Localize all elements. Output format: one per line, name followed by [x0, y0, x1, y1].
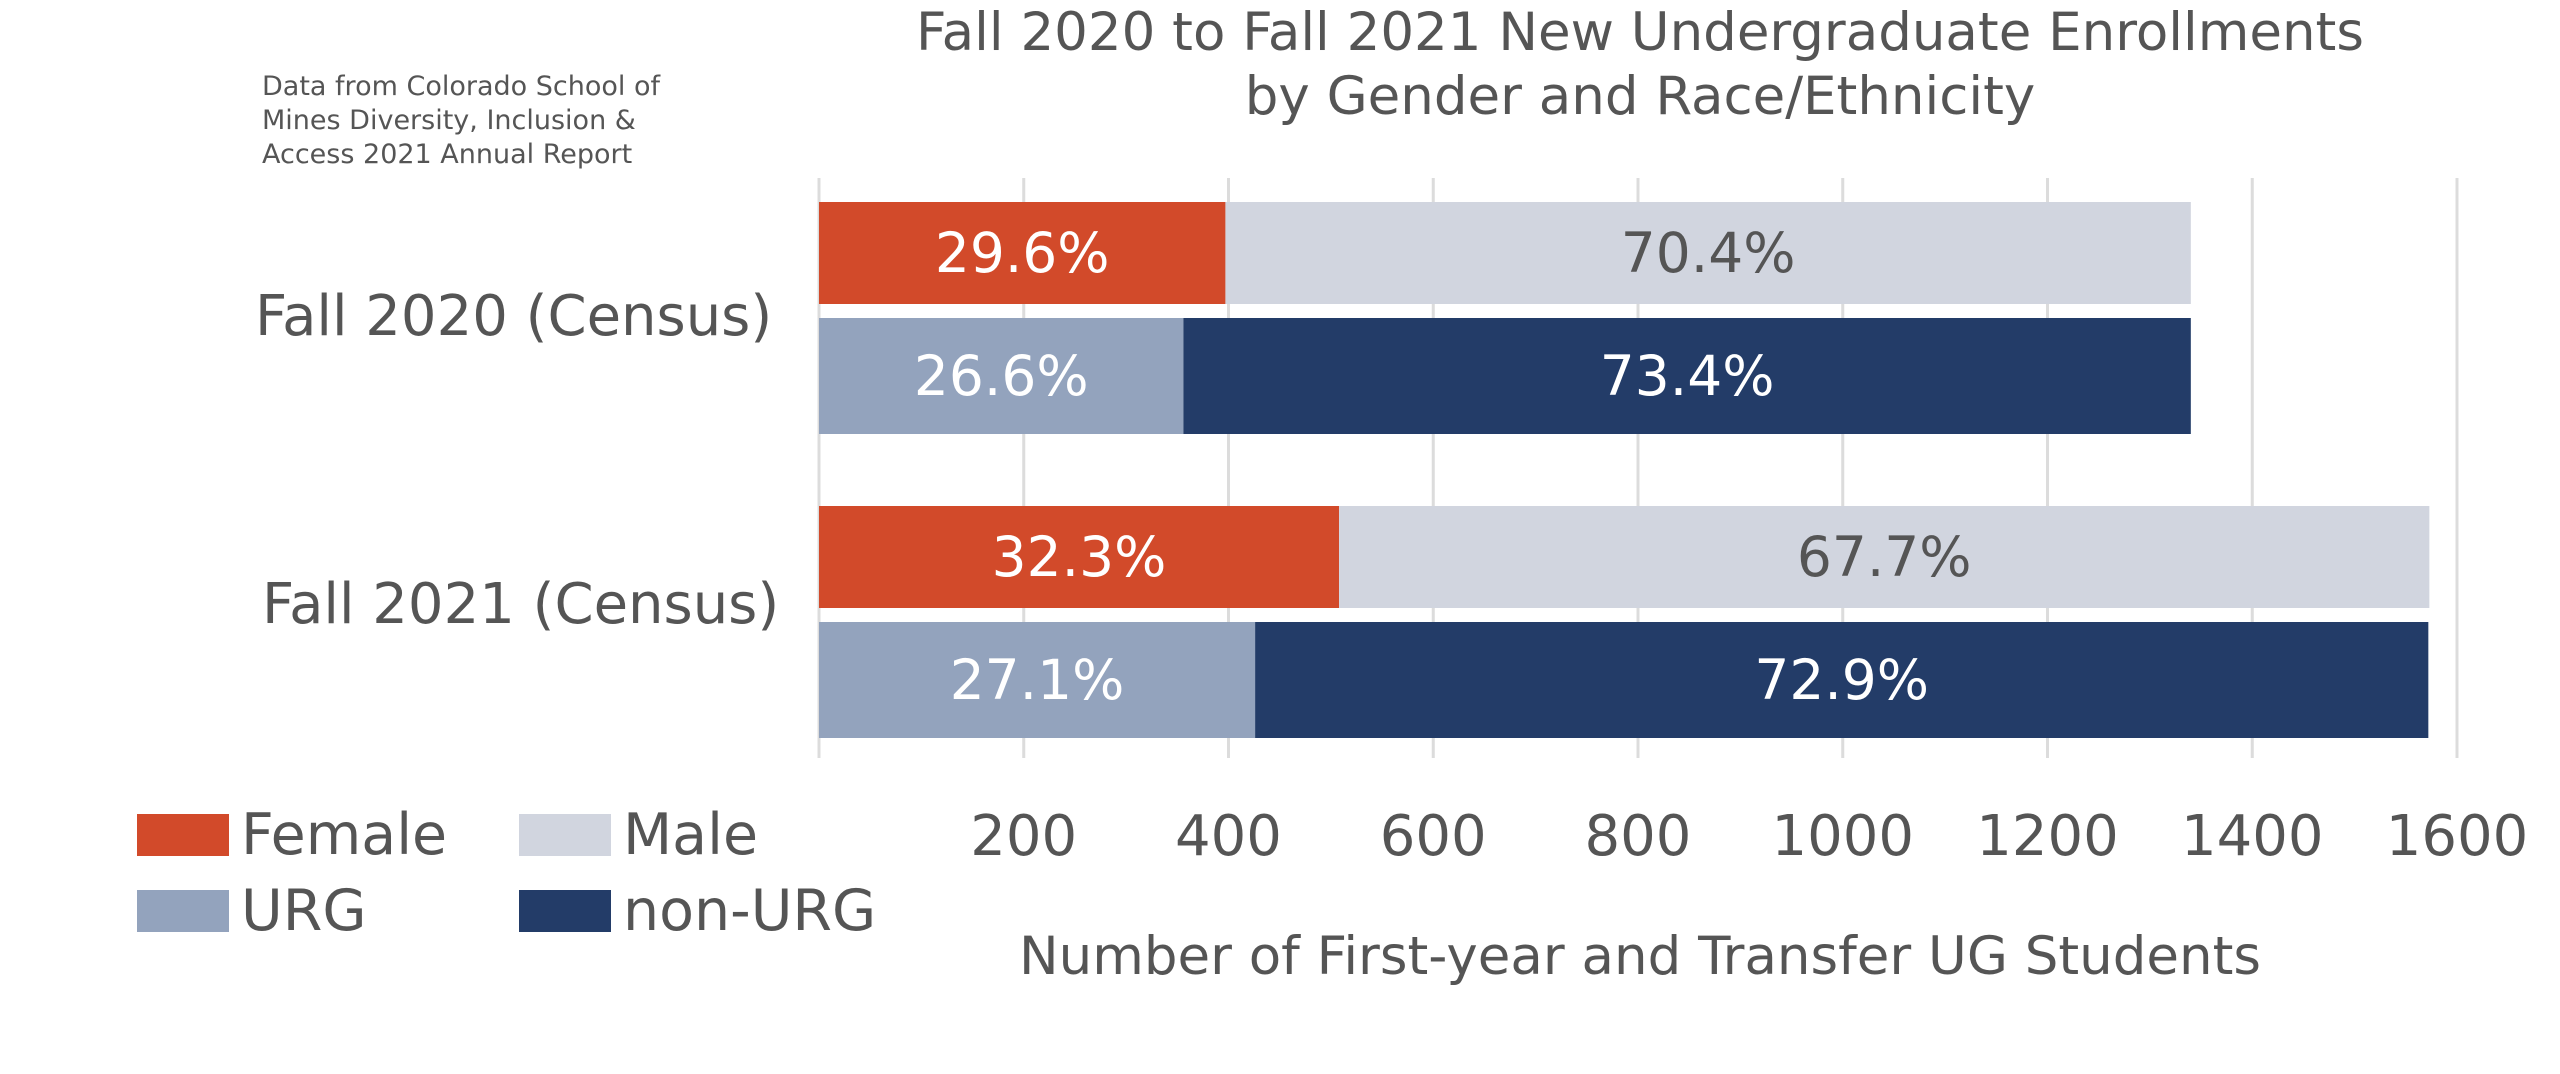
x-tick-label-1400: 1400 — [2181, 804, 2324, 869]
legend-item-urg: URG — [137, 878, 367, 944]
bar-2020-female — [819, 202, 1226, 304]
chart-title-line2: by Gender and Race/Ethnicity — [1244, 66, 2036, 127]
legend-item-female: Female — [137, 802, 447, 868]
data-label-2020-male: 70.4% — [1621, 221, 1796, 285]
bar-2020-urg — [819, 318, 1184, 434]
legend-label-male: Male — [623, 802, 759, 868]
source-note: Data from Colorado School of Mines Diver… — [262, 71, 660, 170]
x-tick-label-600: 600 — [1380, 804, 1487, 869]
legend-item-non-urg: non-URG — [519, 878, 876, 944]
bar-2021-female — [819, 506, 1340, 608]
x-tick-label-400: 400 — [1175, 804, 1282, 869]
legend-label-urg: URG — [241, 878, 367, 944]
legend-swatch-non-urg — [519, 890, 611, 932]
x-tick-label-1200: 1200 — [1976, 804, 2119, 869]
x-axis-label: Number of First-year and Transfer UG Stu… — [1019, 926, 2261, 987]
legend-swatch-male — [519, 814, 611, 856]
bar-2021-non-urg — [1255, 622, 2429, 738]
data-label-2020-non-urg: 73.4% — [1600, 344, 1775, 408]
bar-2021-male — [1339, 506, 2430, 608]
data-label-2020-female: 29.6% — [935, 221, 1110, 285]
x-tick-label-800: 800 — [1585, 804, 1692, 869]
bar-2020-non-urg — [1183, 318, 2191, 434]
legend-label-female: Female — [241, 802, 448, 868]
x-tick-label-1600: 1600 — [2386, 804, 2529, 869]
x-tick-label-200: 200 — [970, 804, 1077, 869]
data-label-2021-female: 32.3% — [992, 525, 1167, 589]
data-label-2020-urg: 26.6% — [914, 344, 1089, 408]
legend-label-non-urg: non-URG — [623, 878, 877, 944]
data-label-2021-non-urg: 72.9% — [1754, 648, 1929, 712]
legend-swatch-female — [137, 814, 229, 856]
bar-2020-male — [1225, 202, 2191, 304]
chart-title-line1: Fall 2020 to Fall 2021 New Undergraduate… — [916, 2, 2364, 63]
legend-item-male: Male — [519, 802, 758, 868]
category-label-fall-2021: Fall 2021 (Census) — [262, 572, 780, 637]
category-label-fall-2020: Fall 2020 (Census) — [255, 284, 773, 349]
x-tick-label-1000: 1000 — [1771, 804, 1914, 869]
bar-2021-urg — [819, 622, 1256, 738]
data-label-2021-male: 67.7% — [1797, 525, 1972, 589]
data-label-2021-urg: 27.1% — [950, 648, 1125, 712]
legend-swatch-urg — [137, 890, 229, 932]
